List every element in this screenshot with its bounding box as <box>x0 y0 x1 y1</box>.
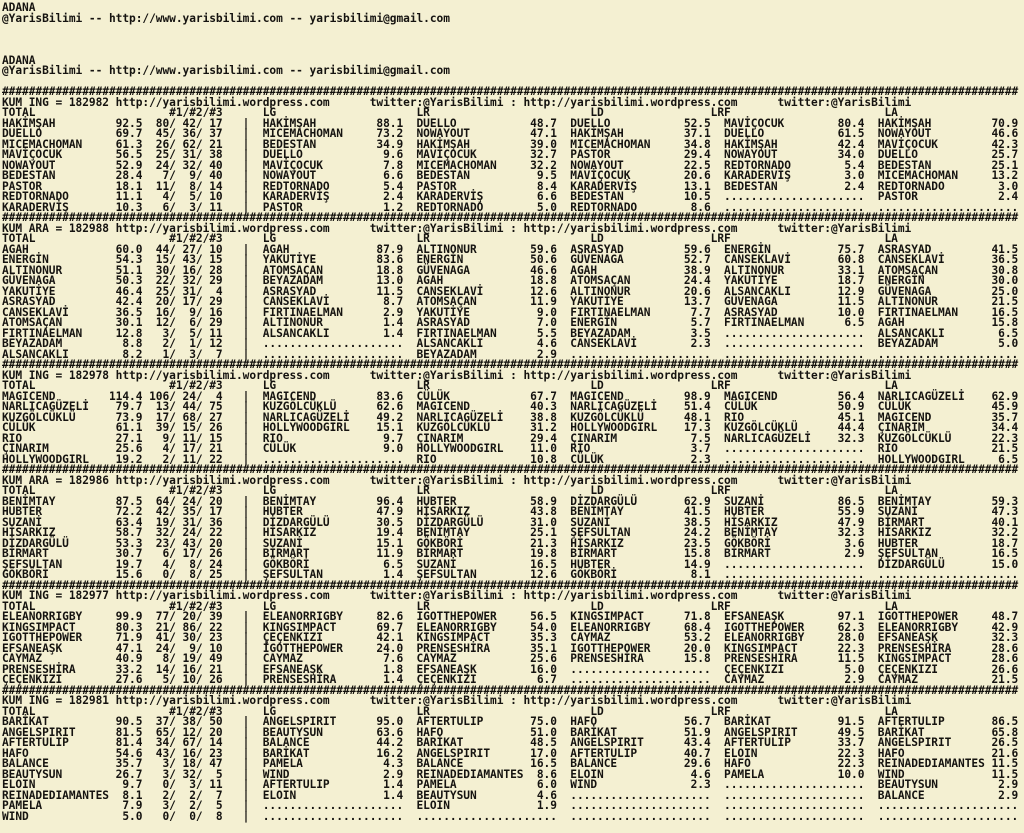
table-row: NARLICAGÜZELİ 79.7 13/ 44/ 75 | KUZGÖLCÜ… <box>2 400 1019 413</box>
table-row: KARADERVİŞ 10.3 6/ 3/ 11 | PASTOR 1.2 RE… <box>2 200 1019 214</box>
section-separator: ########################################… <box>2 211 1019 224</box>
table-row: ATOMSAÇAN 30.1 12/ 6/ 29 | ALTINONUR 1.4… <box>2 316 1019 329</box>
table-row: MAVİÇOCUK 56.5 25/ 31/ 38 | DUELLO 9.6 M… <box>2 148 1019 161</box>
table-row: SUZANİ 63.4 19/ 31/ 36 | DİZDARGÜLÜ 30.5… <box>2 515 1019 529</box>
section-header: KUM ARA = 182988 http://yarisbilimi.word… <box>2 221 912 235</box>
table-row: DUELLO 69.7 45/ 36/ 37 | MICEMACHOMAN 73… <box>2 127 1019 140</box>
table-row: ALTINONUR 51.1 30/ 16/ 28 | ATOMSAÇAN 18… <box>2 263 1019 277</box>
table-row: EFSANEAŞK 47.1 24/ 9/ 10 | İGOTTHEPOWER … <box>2 641 1019 655</box>
table-row: ALSANCAKLI 8.2 1/ 3/ 7 | ...............… <box>2 347 1019 361</box>
section-header: KUM ARA = 182986 http://yarisbilimi.word… <box>2 473 912 487</box>
blank-line <box>2 35 1024 46</box>
table-row: ELOIN 9.7 0/ 3/ 11 | AFTERTULIP 1.4 PAME… <box>2 778 1019 791</box>
column-header-row: TOTAL #1/#2/#3 LG LR LD LRF LA <box>2 599 898 613</box>
section-header: KUM ING = 182981 http://yarisbilimi.word… <box>2 694 912 707</box>
byline: @YarisBilimi -- http://www.yarisbilimi.c… <box>2 64 450 77</box>
table-row: WIND 5.0 0/ 0/ 8 | .....................… <box>2 809 1019 823</box>
table-row: DİZDARGÜLÜ 53.3 23/ 43/ 20 | SUZANİ 15.1… <box>2 536 1019 550</box>
table-row: BEDESTAN 28.4 7/ 9/ 40 | NOWAYOUT 6.6 BE… <box>2 169 1019 182</box>
table-row: ÇINARIM 25.6 4/ 17/ 21 | CÜLÜK 9.0 HOLLY… <box>2 442 1019 455</box>
table-row: ÇEÇENKIZI 27.6 5/ 10/ 26 | PRENSESHİRA 1… <box>2 673 1019 686</box>
table-row: NOWAYOUT 52.9 24/ 32/ 40 | MAVİÇOCUK 7.8… <box>2 158 1019 172</box>
table-row: ENERGİN 54.3 15/ 43/ 15 | YAKUTİYE 83.6 … <box>2 253 1019 266</box>
table-row: BARİKAT 90.5 37/ 38/ 50 | ANGELSPIRIT 95… <box>2 715 1019 728</box>
table-row: PASTOR 18.1 11/ 8/ 14 | REDTORNADO 5.4 P… <box>2 179 1019 193</box>
section-header: KUM ING = 182978 http://yarisbilimi.word… <box>2 368 912 382</box>
table-row: MICEMACHOMAN 61.3 26/ 62/ 21 | BEDESTAN … <box>2 137 1019 151</box>
section-separator: ########################################… <box>2 463 1019 476</box>
table-row: BİRMART 30.7 6/ 17/ 26 | BİRMART 11.9 Bİ… <box>2 547 1019 560</box>
table-row: GÜVENAGA 50.3 22/ 32/ 29 | BEYAZADAM 13.… <box>2 274 1019 287</box>
table-row: ŞEFSULTAN 19.7 4/ 8/ 24 | GÖKBÖRİ 6.5 SU… <box>2 557 1019 571</box>
track-title: ADANA <box>2 53 36 67</box>
column-header-row: TOTAL #1/#2/#3 LG LR LD LRF LA <box>2 106 898 119</box>
table-row: MAGICEND 114.4 106/ 24/ 4 | MAGICEND 83.… <box>2 389 1019 403</box>
section-separator: ########################################… <box>2 683 1019 697</box>
table-row: AGAH 60.0 44/ 27/ 10 | AGAH 87.9 ALTINON… <box>2 242 1019 256</box>
table-row: REDTORNADO 11.1 4/ 5/ 10 | KARADERVİŞ 2.… <box>2 190 1019 203</box>
table-row: RIO 27.1 9/ 11/ 15 | RIO 9.7 ÇINARIM 29.… <box>2 431 1019 445</box>
blank-line <box>2 24 1024 35</box>
table-row: KINGSIMPACT 80.3 21/ 86/ 22 | KINGSIMPAC… <box>2 620 1019 634</box>
table-row: CÜLÜK 61.1 39/ 15/ 26 | HOLLYWOODGIRL 15… <box>2 421 1019 434</box>
table-row: ASRASYAD 42.4 20/ 17/ 29 | CANSEKLAVİ 8.… <box>2 295 1019 308</box>
table-row: CAYMAZ 40.9 8/ 19/ 49 | CAYMAZ 7.6 CAYMA… <box>2 652 1019 665</box>
track-title: ADANA <box>2 1 36 14</box>
section-separator: ########################################… <box>2 358 1019 371</box>
table-row: PAMELA 7.9 3/ 2/ 5 | ...................… <box>2 799 1019 812</box>
table-row: IGOTTHEPOWER 71.9 41/ 30/ 23 | ÇEÇENKIZI… <box>2 631 1019 644</box>
column-header-row: TOTAL #1/#2/#3 LG LR LD LRF LA <box>2 484 898 497</box>
table-row: HAFO 54.6 43/ 16/ 23 | BARİKAT 16.2 ANGE… <box>2 746 1019 760</box>
section-separator: ########################################… <box>2 578 1019 592</box>
column-header-row: TOTAL #1/#2/#3 LG LR LD LRF LA <box>2 232 898 245</box>
table-row: CANSEKLAVİ 36.5 16/ 9/ 16 | FIRTINAELMAN… <box>2 305 1019 319</box>
column-header-row: TOTAL #1/#2/#3 LG LR LD LRF LA <box>2 704 898 718</box>
table-row: BALANCE 35.7 3/ 18/ 47 | PAMELA 4.3 BALA… <box>2 757 1019 770</box>
table-row: HOLLYWOODGIRL 19.2 2/ 11/ 22 | .........… <box>2 452 1019 466</box>
blank-line <box>2 45 1024 56</box>
table-row: HUBTER 72.2 42/ 35/ 17 | HUBTER 47.9 HİS… <box>2 505 1019 518</box>
table-row: KUZGÖLCÜKLÜ 73.9 17/ 68/ 27 | NARLICAGÜZ… <box>2 410 1019 424</box>
table-row: BENİMTAY 87.5 64/ 24/ 20 | BENİMTAY 96.4… <box>2 494 1019 508</box>
byline: @YarisBilimi -- http://www.yarisbilimi.c… <box>2 11 450 25</box>
table-row: GÖKBÖRİ 15.6 0/ 8/ 25 | ŞEFSULTAN 1.4 ŞE… <box>2 568 1019 581</box>
section-separator: ########################################… <box>2 85 1019 98</box>
table-row: BEAUTYSUN 26.7 3/ 32/ 5 | WIND 2.9 REINA… <box>2 767 1019 781</box>
table-row: AFTERTULIP 81.4 34/ 67/ 14 | BALANCE 44.… <box>2 736 1019 749</box>
section-header: KUM ING = 182982 http://yarisbilimi.word… <box>2 95 912 109</box>
table-row: FIRTINAELMAN 12.8 3/ 5/ 11 | ALSANCAKLI … <box>2 326 1019 340</box>
table-row: REINADEDIAMANTES 8.1 2/ 2/ 7 | ELOIN 1.4… <box>2 788 1019 802</box>
table-row: ELEANORRIGBY 99.9 77/ 20/ 39 | ELEANORRI… <box>2 610 1019 623</box>
table-row: ANGELSPIRIT 81.5 65/ 12/ 20 | BEAUTYSUN … <box>2 725 1019 739</box>
section-header: KUM ING = 182977 http://yarisbilimi.word… <box>2 589 912 602</box>
table-row: HİSARKIZ 58.7 32/ 24/ 22 | HİSARKIZ 19.4… <box>2 526 1019 539</box>
column-header-row: TOTAL #1/#2/#3 LG LR LD LRF LA <box>2 379 898 392</box>
table-row: PRENSESHİRA 33.2 14/ 16/ 21 | EFSANEAŞK … <box>2 662 1019 676</box>
table-row: BEYAZADAM 8.8 2/ 1/ 12 | ...............… <box>2 337 1019 350</box>
table-row: HAKİMŞAH 92.5 80/ 42/ 17 | HAKİMŞAH 88.1… <box>2 116 1019 130</box>
table-row: YAKUTİYE 46.4 25/ 31/ 4 | ASRASYAD 11.5 … <box>2 284 1019 298</box>
